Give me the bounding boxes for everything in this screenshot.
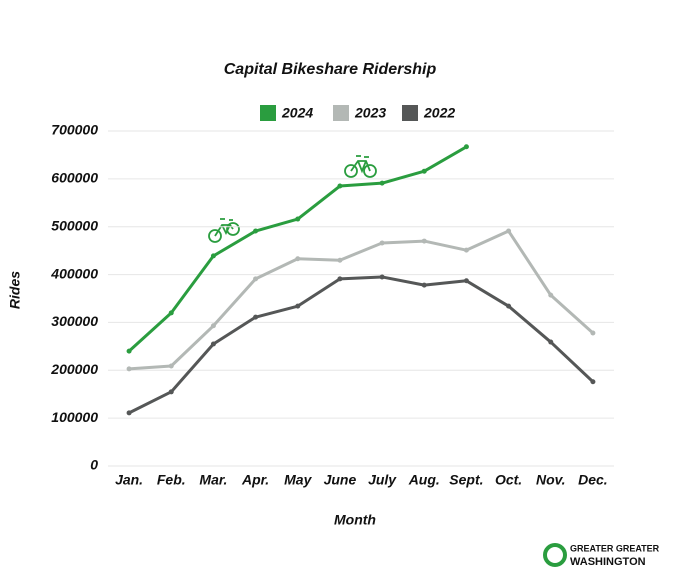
series-line <box>128 145 468 353</box>
logo-text: WASHINGTON <box>570 556 646 568</box>
series-line <box>128 229 594 371</box>
data-point <box>379 180 385 186</box>
data-point <box>421 282 427 288</box>
data-point <box>421 238 427 244</box>
data-point <box>337 183 343 189</box>
data-point <box>253 314 259 320</box>
data-point <box>506 303 512 309</box>
series-line <box>128 275 594 415</box>
data-point <box>463 278 469 284</box>
logo-text: GREATER GREATER <box>570 543 660 553</box>
x-tick-label: Feb. <box>157 472 186 488</box>
data-point <box>295 303 301 309</box>
data-point <box>590 330 596 336</box>
data-point <box>210 253 216 259</box>
data-point <box>379 240 385 246</box>
x-tick-label: May <box>284 472 312 488</box>
data-point <box>379 274 385 280</box>
legend-label: 2022 <box>423 105 455 121</box>
data-point <box>210 341 216 347</box>
logo-icon <box>543 543 567 567</box>
x-tick-label: Jan. <box>115 472 143 488</box>
x-tick-label: Oct. <box>495 472 522 488</box>
x-tick-label: Aug. <box>408 472 440 488</box>
x-tick-label: June <box>324 472 357 488</box>
data-point <box>253 228 259 234</box>
y-tick-label: 500000 <box>51 217 98 233</box>
legend-swatch <box>333 105 349 121</box>
data-point <box>590 379 596 385</box>
data-point <box>168 389 174 395</box>
data-point <box>126 410 132 416</box>
data-point <box>463 144 469 150</box>
x-tick-label: Nov. <box>536 472 566 488</box>
y-tick-label: 300000 <box>51 313 98 329</box>
data-point <box>295 216 301 222</box>
x-axis-label: Month <box>334 512 376 528</box>
legend-label: 2024 <box>281 105 313 121</box>
x-tick-label: Apr. <box>241 472 269 488</box>
data-point <box>421 168 427 174</box>
data-point <box>548 292 554 298</box>
x-tick-label: Sept. <box>449 472 483 488</box>
bike-icon <box>344 155 377 178</box>
data-point <box>506 228 512 234</box>
data-point <box>463 247 469 253</box>
logo: GREATER GREATER WASHINGTON <box>543 543 660 568</box>
data-point <box>337 257 343 263</box>
y-tick-label: 400000 <box>50 265 98 281</box>
y-tick-label: 200000 <box>50 361 98 377</box>
y-axis-label: Rides <box>7 271 23 309</box>
x-tick-label: Dec. <box>578 472 608 488</box>
x-tick-label: July <box>368 472 397 488</box>
chart-title: Capital Bikeshare Ridership <box>224 61 437 78</box>
y-tick-label: 0 <box>90 457 98 473</box>
legend-swatch <box>260 105 276 121</box>
data-point <box>126 366 132 372</box>
data-point <box>126 348 132 354</box>
data-point <box>295 256 301 262</box>
data-point <box>210 323 216 329</box>
y-tick-label: 700000 <box>51 122 98 138</box>
data-point <box>168 310 174 316</box>
data-point <box>548 339 554 345</box>
x-tick-label: Mar. <box>199 472 227 488</box>
y-tick-label: 100000 <box>51 409 98 425</box>
y-tick-label: 600000 <box>51 170 98 186</box>
bike-icon <box>208 218 240 243</box>
legend-swatch <box>402 105 418 121</box>
data-point <box>253 276 259 282</box>
legend-label: 2023 <box>354 105 386 121</box>
data-point <box>337 276 343 282</box>
data-point <box>168 363 174 369</box>
